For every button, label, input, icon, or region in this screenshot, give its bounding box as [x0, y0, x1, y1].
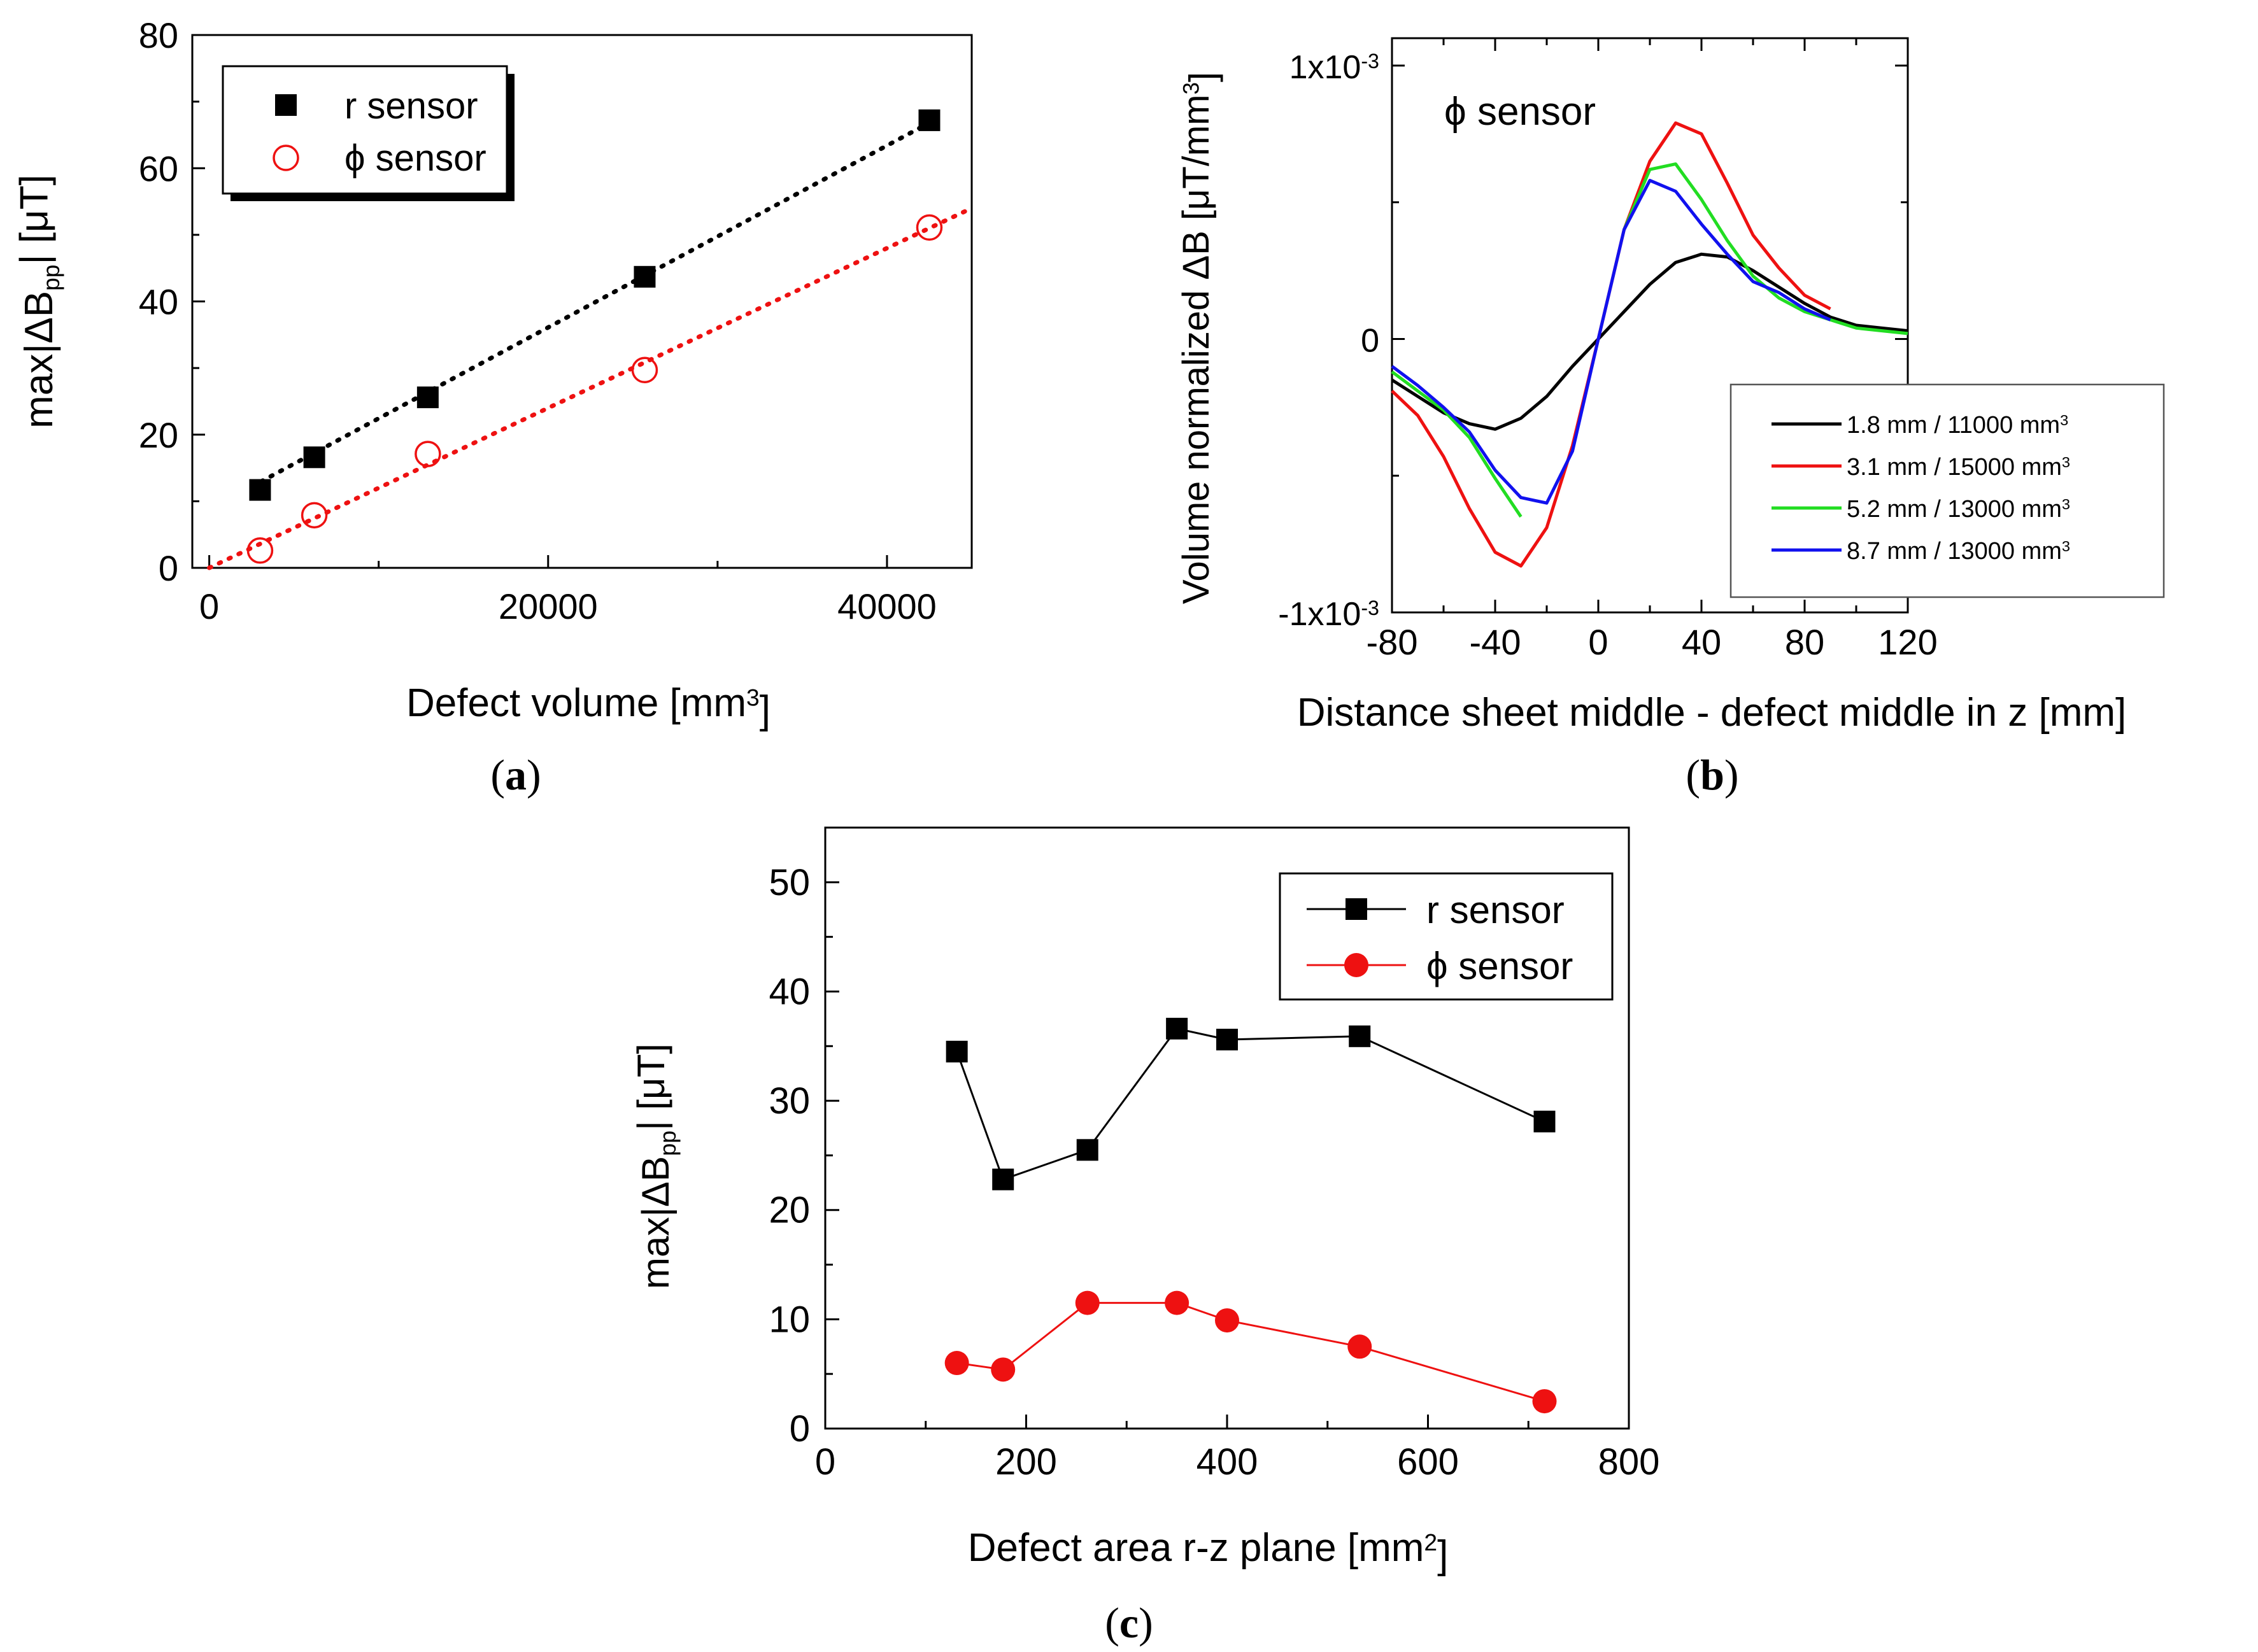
chart-c-point [944, 1351, 969, 1376]
chart-b-series-line [1391, 252, 1908, 431]
panel-b-caption: (b) [1686, 751, 1738, 799]
chart-a-ytick-label: 60 [139, 148, 178, 188]
chart-c-point [1076, 1139, 1098, 1161]
chart-c-ytick-label: 0 [790, 1408, 810, 1450]
chart-c-point [1165, 1290, 1189, 1315]
chart-b-xtick-label: 80 [1785, 622, 1824, 662]
chart-a-point [916, 214, 943, 241]
chart-b-series-line [1391, 178, 1831, 505]
chart-c-legend-box [1279, 872, 1614, 1001]
chart-a-ylabel: max|ΔBpp| [μT] [13, 174, 65, 428]
chart-a-fit-line [249, 116, 941, 489]
chart-b-ytick-label: 0 [1361, 322, 1379, 359]
chart-c-point [946, 1040, 968, 1063]
chart-a-series-1 [207, 206, 974, 570]
chart-b: -1x10-3 0 1x10-3 -80 -40 0 40 80 120 Distance she… [1175, 37, 2165, 735]
chart-a-xtick-label: 0 [199, 586, 219, 626]
chart-a-legend-box [222, 65, 508, 195]
chart-c-ytick-label: 40 [769, 971, 810, 1012]
chart-b-series-3 [1391, 178, 1831, 505]
chart-c-ytick-label: 30 [769, 1080, 810, 1122]
chart-a-legend-label-phi: ϕ sensor [344, 138, 486, 179]
chart-a-point [249, 479, 271, 501]
chart-a-point [303, 446, 325, 469]
chart-c-series-1 [944, 1290, 1557, 1414]
chart-c-point [1215, 1308, 1239, 1333]
chart-c-legend-marker-phi [1344, 953, 1368, 977]
chart-c-point [1347, 1334, 1372, 1359]
chart-c-point [1216, 1028, 1238, 1050]
chart-a-xtick-label: 40000 [837, 586, 937, 626]
chart-a: 0 20 40 60 80 0 20000 40000 Defect volume [mm3] m… [13, 15, 974, 732]
chart-c-ytick-label: 20 [769, 1190, 810, 1231]
chart-c-point [1349, 1025, 1371, 1047]
chart-c-point [992, 1168, 1014, 1190]
chart-a-ytick-label: 0 [159, 548, 178, 588]
chart-b-ylabel: Volume normalized ΔB [μT/mm3] [1175, 72, 1223, 604]
chart-c: 0 10 20 30 40 50 0 200 400 600 800 Defect area r-z … [630, 826, 1660, 1577]
chart-b-legend-box [1729, 383, 2165, 598]
chart-c-point [1532, 1389, 1557, 1414]
chart-c-legend-label-r: r sensor [1426, 889, 1565, 931]
chart-c-xtick-label: 600 [1397, 1441, 1459, 1483]
chart-c-point [1166, 1017, 1188, 1040]
chart-b-ytick-label: -1x10-3 [1278, 596, 1379, 633]
chart-c-legend-label-phi: ϕ sensor [1426, 945, 1573, 987]
chart-a-legend-label-r: r sensor [344, 85, 478, 127]
chart-c-ytick-label: 10 [769, 1299, 810, 1340]
chart-b-xtick-label: -80 [1367, 622, 1418, 662]
chart-c-legend-marker-r [1346, 898, 1367, 920]
chart-b-legend-label: 3.1 mm / 15000 mm3 [1847, 454, 2070, 481]
chart-b-annotation: ϕ sensor [1444, 90, 1596, 134]
chart-c-legend: r sensor ϕ sensor [1279, 872, 1614, 1001]
chart-a-legend-marker-phi [273, 145, 299, 171]
chart-c-series-line [956, 1027, 1545, 1181]
chart-b-legend: 1.8 mm / 11000 mm3 3.1 mm / 15000 mm3 5.2 … [1729, 383, 2165, 598]
chart-a-legend: r sensor ϕ sensor [222, 65, 515, 201]
chart-c-point [1533, 1110, 1556, 1133]
chart-a-legend-marker-r [275, 94, 297, 116]
chart-c-series-0 [946, 1017, 1556, 1190]
chart-c-xtick-label: 0 [815, 1441, 835, 1483]
chart-c-ytick-label: 50 [769, 862, 810, 903]
chart-c-xtick-label: 800 [1598, 1441, 1660, 1483]
chart-b-series-0 [1391, 252, 1908, 431]
chart-a-point [246, 537, 274, 564]
chart-b-legend-label: 5.2 mm / 13000 mm3 [1847, 496, 2070, 523]
chart-a-xtick-label: 20000 [499, 586, 598, 626]
chart-b-xtick-label: -40 [1470, 622, 1521, 662]
chart-b-xtick-label: 0 [1588, 622, 1608, 662]
chart-a-point [416, 386, 439, 409]
chart-a-point [631, 357, 658, 384]
chart-b-xlabel: Distance sheet middle - defect middle in… [1297, 691, 2127, 735]
chart-a-xlabel: Defect volume [mm3] [406, 681, 770, 732]
chart-c-point [1075, 1290, 1100, 1315]
chart-a-point [634, 265, 656, 288]
chart-b-series-line [1391, 370, 1523, 518]
chart-a-point [415, 441, 441, 467]
chart-b-series-line [1622, 162, 1908, 335]
chart-c-xtick-label: 400 [1196, 1441, 1258, 1483]
chart-c-series-line [956, 1302, 1545, 1402]
chart-a-ytick-label: 20 [139, 415, 178, 455]
chart-a-series-0 [249, 109, 941, 501]
chart-a-fit-line [207, 206, 974, 570]
chart-c-xtick-label: 200 [995, 1441, 1057, 1483]
panel-c-caption: (c) [1105, 1599, 1153, 1647]
chart-b-legend-label: 8.7 mm / 13000 mm3 [1847, 538, 2070, 565]
chart-a-ytick-label: 40 [139, 282, 178, 322]
chart-c-ylabel: max|ΔBpp| [μT] [630, 1043, 681, 1289]
chart-b-legend-label: 1.8 mm / 11000 mm3 [1847, 412, 2068, 439]
chart-a-point [301, 502, 328, 529]
chart-b-ytick-label: 1x10-3 [1289, 49, 1379, 86]
chart-c-point [991, 1357, 1016, 1382]
chart-c-xlabel: Defect area r-z plane [mm2] [968, 1526, 1449, 1577]
panel-a-caption: (a) [490, 751, 541, 799]
chart-a-ytick-label: 80 [139, 15, 178, 55]
chart-b-xtick-label: 120 [1878, 622, 1937, 662]
chart-a-point [918, 109, 941, 131]
chart-b-xtick-label: 40 [1682, 622, 1721, 662]
